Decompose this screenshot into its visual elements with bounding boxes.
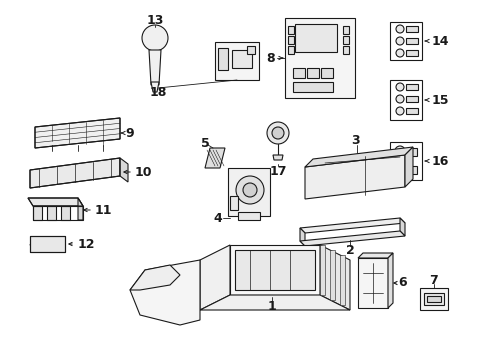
Bar <box>423 293 443 305</box>
Polygon shape <box>299 231 404 246</box>
Text: 7: 7 <box>429 274 437 287</box>
Text: 4: 4 <box>213 212 222 225</box>
Text: 2: 2 <box>345 243 354 257</box>
Bar <box>294 24 336 52</box>
Bar <box>287 26 293 34</box>
Circle shape <box>395 25 403 33</box>
Circle shape <box>266 122 288 144</box>
Bar <box>342 46 348 54</box>
Polygon shape <box>30 158 120 188</box>
Polygon shape <box>319 245 349 310</box>
Bar <box>246 46 254 54</box>
Bar <box>229 196 238 210</box>
Polygon shape <box>229 245 319 295</box>
Bar <box>406 166 416 174</box>
Circle shape <box>243 183 257 197</box>
Circle shape <box>395 37 403 45</box>
Circle shape <box>395 107 403 115</box>
Bar <box>285 18 354 98</box>
Text: 13: 13 <box>146 14 163 27</box>
Polygon shape <box>305 147 412 167</box>
Bar <box>357 258 387 308</box>
Bar <box>406 148 416 156</box>
Circle shape <box>395 95 403 103</box>
Bar <box>405 26 417 32</box>
Bar <box>235 250 314 290</box>
Polygon shape <box>30 236 65 252</box>
Circle shape <box>394 146 404 156</box>
Bar <box>320 68 332 78</box>
Text: 16: 16 <box>431 154 448 167</box>
Polygon shape <box>357 253 392 258</box>
Bar <box>227 168 269 216</box>
Polygon shape <box>78 198 83 220</box>
Polygon shape <box>329 250 334 300</box>
Polygon shape <box>33 206 42 220</box>
Polygon shape <box>319 245 325 295</box>
Text: 15: 15 <box>431 94 448 107</box>
Bar <box>405 38 417 44</box>
Polygon shape <box>151 82 159 92</box>
Text: 9: 9 <box>125 126 134 140</box>
Polygon shape <box>47 206 56 220</box>
Text: 3: 3 <box>350 134 359 147</box>
Polygon shape <box>339 255 345 305</box>
Text: 5: 5 <box>200 136 209 149</box>
Text: 8: 8 <box>266 51 275 64</box>
Bar <box>292 68 305 78</box>
Polygon shape <box>28 198 83 206</box>
Text: 14: 14 <box>431 35 448 48</box>
Bar <box>426 296 440 302</box>
Bar <box>287 36 293 44</box>
Bar <box>292 82 332 92</box>
Polygon shape <box>299 218 404 233</box>
Bar <box>306 68 318 78</box>
Polygon shape <box>61 206 70 220</box>
Bar <box>405 108 417 114</box>
Polygon shape <box>200 245 229 310</box>
Circle shape <box>394 164 404 174</box>
Polygon shape <box>149 50 161 85</box>
Circle shape <box>271 127 284 139</box>
Polygon shape <box>130 260 200 325</box>
Polygon shape <box>399 218 404 236</box>
Bar <box>231 50 251 68</box>
Circle shape <box>142 25 168 51</box>
Bar <box>342 26 348 34</box>
Polygon shape <box>305 155 404 199</box>
Text: 18: 18 <box>149 86 166 99</box>
Text: 12: 12 <box>78 238 95 251</box>
Polygon shape <box>35 118 120 148</box>
Bar <box>405 84 417 90</box>
Polygon shape <box>272 155 283 160</box>
Bar <box>287 46 293 54</box>
Bar <box>389 80 421 120</box>
Text: 6: 6 <box>398 276 407 289</box>
Circle shape <box>395 83 403 91</box>
Polygon shape <box>387 253 392 308</box>
Bar <box>389 142 421 180</box>
Polygon shape <box>204 148 224 168</box>
Text: 11: 11 <box>95 203 112 216</box>
Polygon shape <box>299 228 305 246</box>
Text: 17: 17 <box>269 165 286 177</box>
Polygon shape <box>130 265 180 290</box>
Text: 10: 10 <box>135 166 152 179</box>
Circle shape <box>395 49 403 57</box>
Bar <box>238 212 260 220</box>
Circle shape <box>236 176 264 204</box>
Polygon shape <box>200 295 349 310</box>
Bar <box>405 50 417 56</box>
Bar <box>405 96 417 102</box>
Polygon shape <box>404 147 412 187</box>
Bar <box>389 22 421 60</box>
Bar <box>419 288 447 310</box>
Bar <box>215 42 259 80</box>
Text: 1: 1 <box>267 301 276 314</box>
Bar <box>218 48 227 70</box>
Bar <box>342 36 348 44</box>
Polygon shape <box>120 158 128 182</box>
